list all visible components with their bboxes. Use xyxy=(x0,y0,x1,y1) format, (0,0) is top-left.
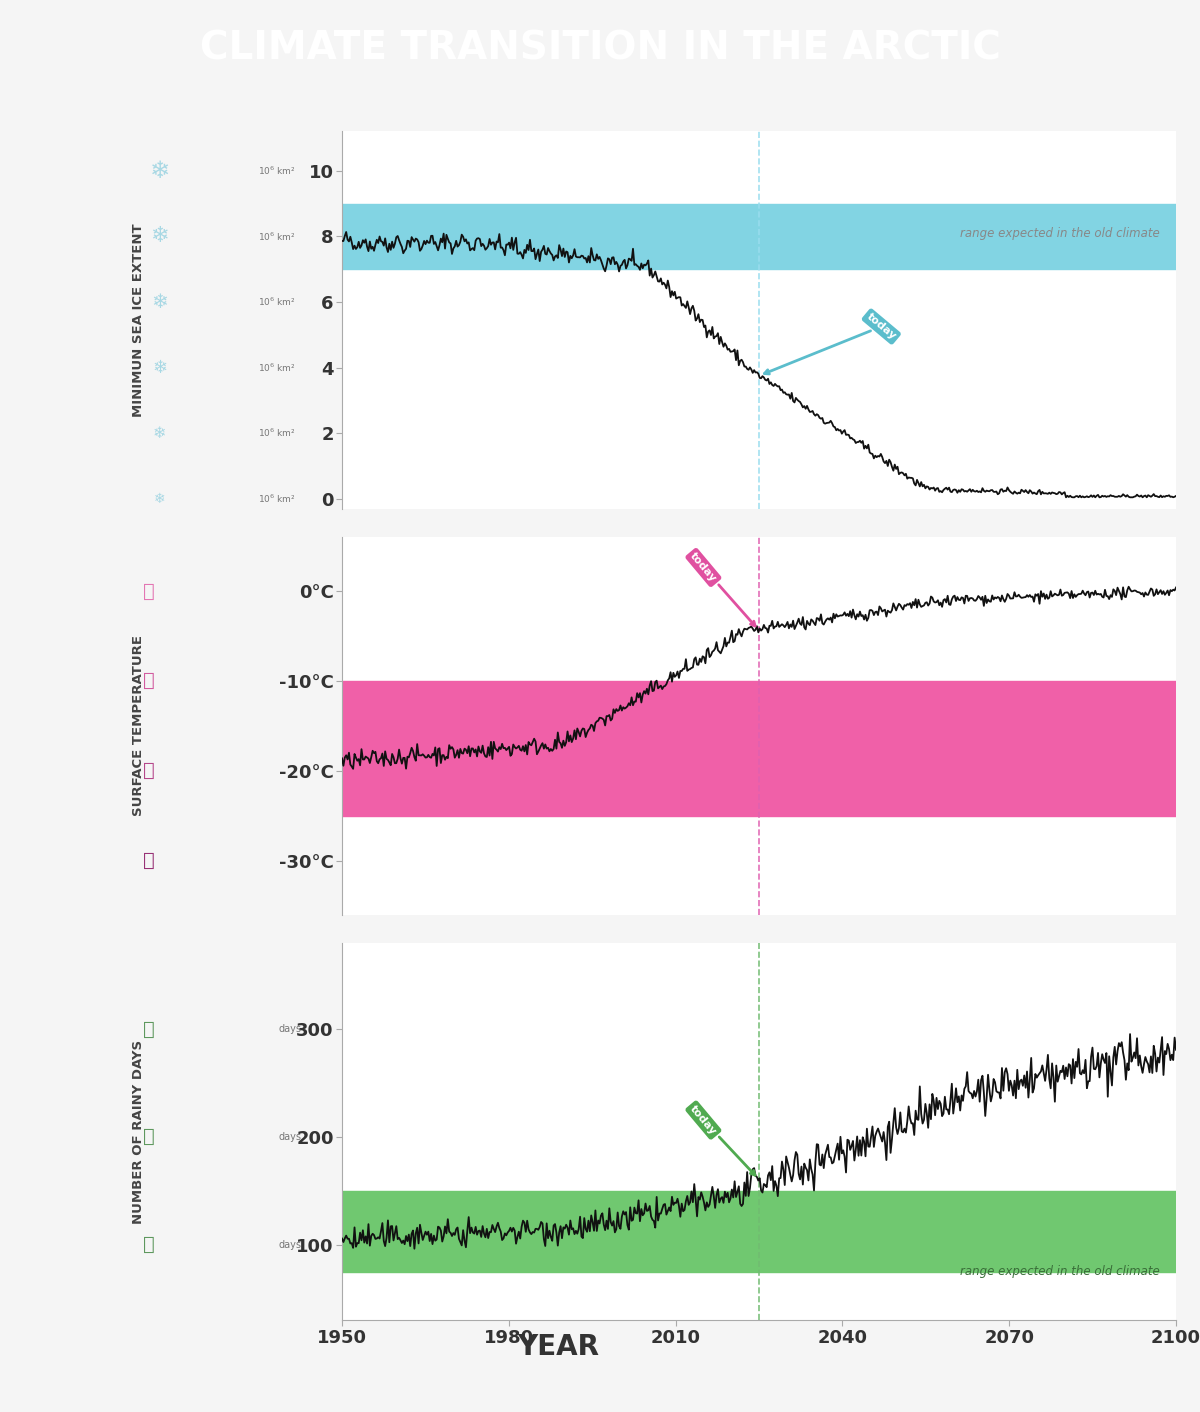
Text: SURFACE TEMPERATURE: SURFACE TEMPERATURE xyxy=(132,635,145,816)
Text: days: days xyxy=(278,1240,302,1250)
Text: $10^6$ km²: $10^6$ km² xyxy=(258,361,296,374)
Text: CLIMATE TRANSITION IN THE ARCTIC: CLIMATE TRANSITION IN THE ARCTIC xyxy=(199,30,1001,66)
Text: 🌡: 🌡 xyxy=(143,582,155,600)
Text: today: today xyxy=(689,551,755,626)
Text: 📅: 📅 xyxy=(143,1019,155,1038)
Bar xyxy=(342,203,1176,270)
Text: today: today xyxy=(764,312,898,374)
Text: ❄: ❄ xyxy=(150,158,169,182)
Text: range expected in the old climate: range expected in the old climate xyxy=(960,1265,1159,1278)
Text: $10^6$ km²: $10^6$ km² xyxy=(258,230,296,243)
Bar xyxy=(342,681,1176,816)
Text: ❄: ❄ xyxy=(152,426,167,441)
Bar xyxy=(342,1190,1176,1272)
Text: 🌡: 🌡 xyxy=(143,761,155,781)
Text: $10^6$ km²: $10^6$ km² xyxy=(258,165,296,176)
Text: 🌡: 🌡 xyxy=(143,851,155,870)
Text: 🌡: 🌡 xyxy=(143,671,155,690)
Text: $10^6$ km²: $10^6$ km² xyxy=(258,295,296,308)
Text: MINIMUN SEA ICE EXTENT: MINIMUN SEA ICE EXTENT xyxy=(132,223,145,417)
Text: ❄: ❄ xyxy=(151,292,168,312)
Text: ❄: ❄ xyxy=(152,359,167,377)
Text: ❄: ❄ xyxy=(154,491,166,505)
Text: YEAR: YEAR xyxy=(517,1333,600,1361)
Text: range expected in the old climate: range expected in the old climate xyxy=(960,863,1159,875)
Text: today: today xyxy=(689,1103,755,1175)
Text: days: days xyxy=(278,1024,302,1034)
Text: range expected in the old climate: range expected in the old climate xyxy=(960,227,1159,240)
Text: 📅: 📅 xyxy=(143,1236,155,1254)
Text: $10^6$ km²: $10^6$ km² xyxy=(258,493,296,505)
Text: ❄: ❄ xyxy=(150,226,169,246)
Text: days: days xyxy=(278,1132,302,1142)
Text: 📅: 📅 xyxy=(143,1127,155,1147)
Text: $10^6$ km²: $10^6$ km² xyxy=(258,426,296,439)
Text: NUMBER OF RAINY DAYS: NUMBER OF RAINY DAYS xyxy=(132,1039,145,1224)
